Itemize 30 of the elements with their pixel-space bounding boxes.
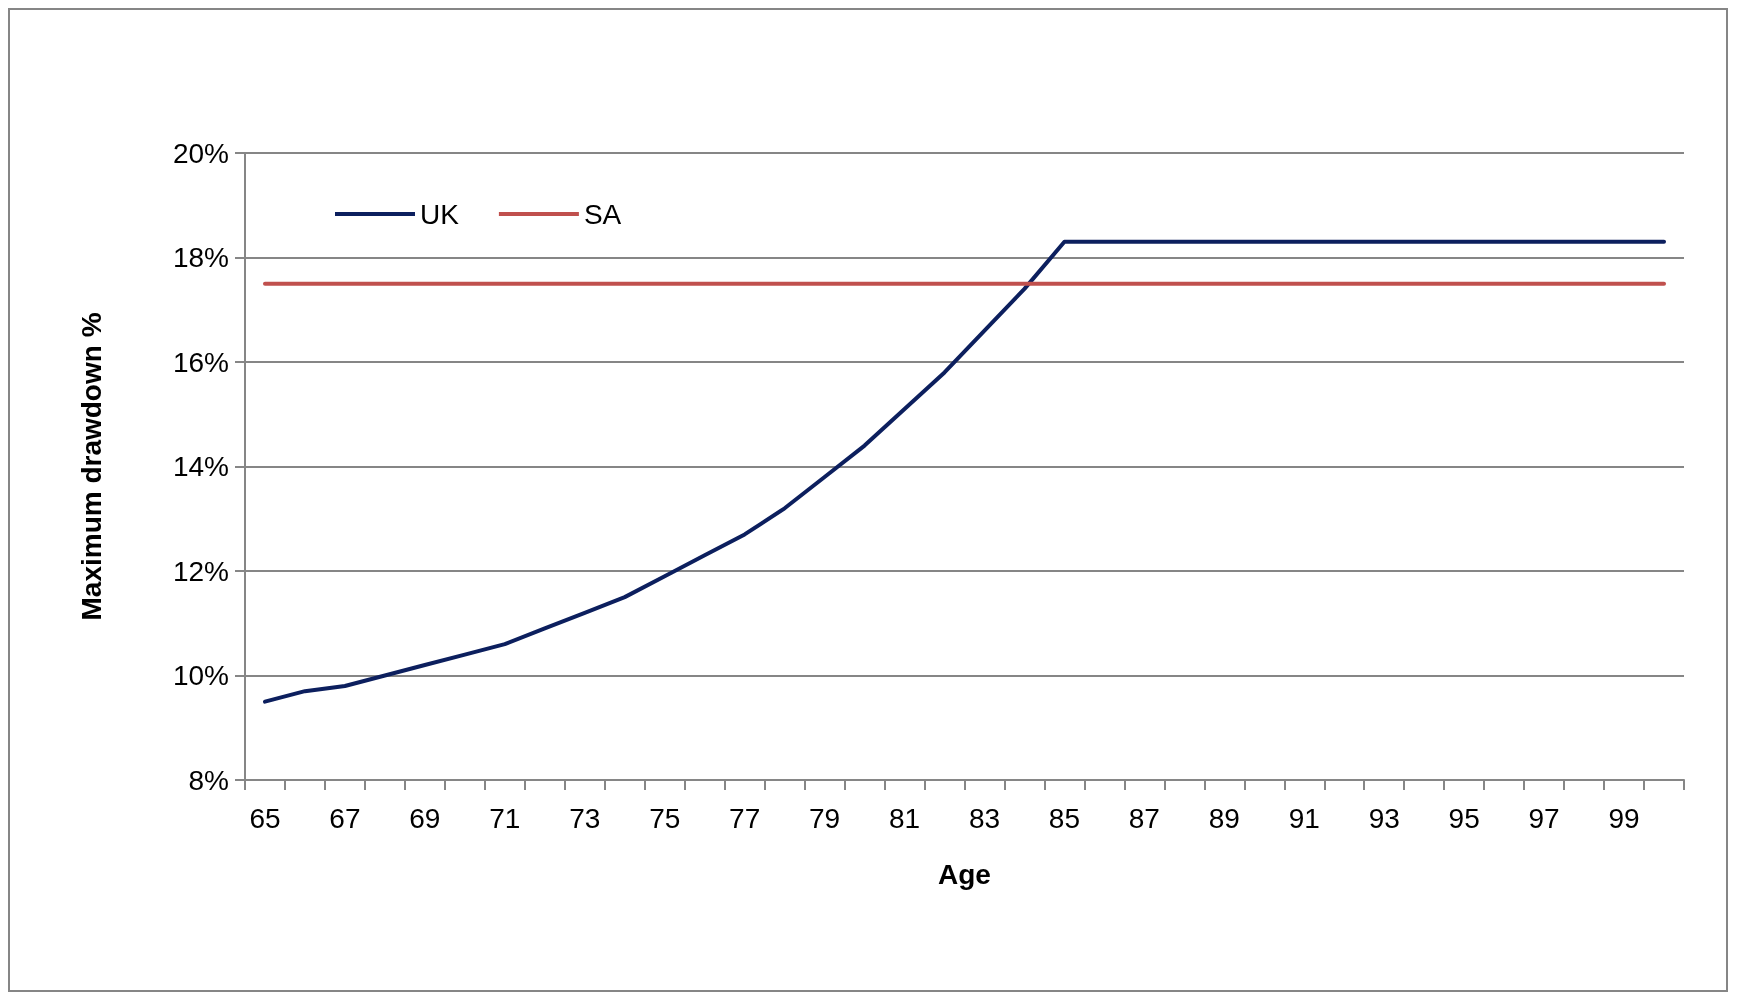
x-tick-label: 89: [1208, 802, 1240, 834]
y-tick-label: 16%: [172, 346, 229, 378]
x-tick-label: 93: [1368, 802, 1400, 834]
x-tick-label: 85: [1048, 802, 1081, 834]
x-tick-label: 67: [329, 802, 361, 834]
x-tick-label: 75: [649, 802, 681, 834]
y-tick-label: 18%: [172, 242, 229, 273]
y-tick-label: 20%: [172, 137, 229, 169]
x-tick-label: 91: [1288, 802, 1320, 834]
x-tick-label: 77: [729, 802, 761, 834]
x-tick-label: 65: [249, 802, 281, 834]
x-tick-label: 81: [888, 802, 921, 834]
x-tick-label: 99: [1608, 802, 1640, 834]
x-tick-label: 95: [1448, 802, 1480, 834]
x-tick-label: 69: [409, 802, 441, 834]
y-tick-label: 8%: [188, 764, 229, 796]
x-axis-title: Age: [938, 858, 991, 890]
x-tick-label: 79: [809, 802, 841, 834]
y-tick-label: 12%: [172, 555, 229, 587]
legend-label: UK: [420, 198, 460, 230]
x-tick-label: 97: [1528, 802, 1560, 834]
x-tick-label: 71: [489, 802, 521, 834]
x-tick-label: 73: [569, 802, 601, 834]
x-tick-label: 83: [968, 802, 1001, 834]
y-tick-label: 10%: [172, 660, 229, 691]
y-tick-label: 14%: [172, 451, 229, 482]
y-axis-title: Maximum drawdown %: [75, 312, 107, 621]
line-series: [262, 239, 1667, 704]
x-tick-label: 87: [1128, 802, 1160, 834]
legend-label: SA: [583, 198, 622, 230]
